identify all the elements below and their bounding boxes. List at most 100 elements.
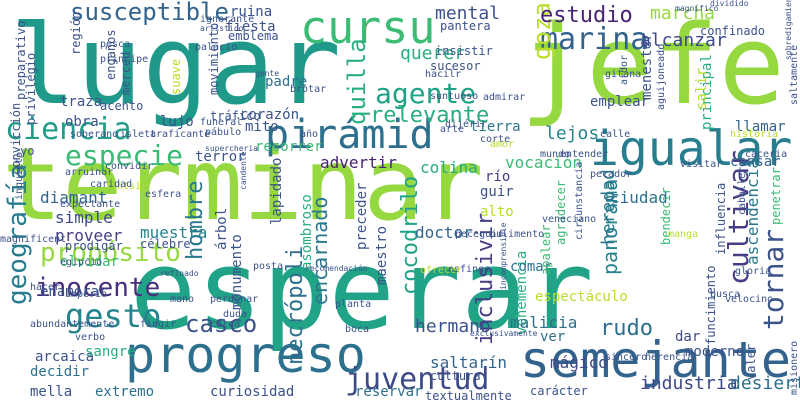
cloud-word: pecador	[590, 169, 633, 180]
cloud-word: verbo	[75, 332, 106, 343]
cloud-word: confinado	[700, 24, 766, 38]
cloud-word: célebre	[140, 237, 191, 251]
cloud-word: palacio	[195, 42, 238, 53]
cloud-word: artístico	[200, 24, 244, 33]
cloud-word: perdonar	[210, 294, 259, 305]
cloud-word: sincero	[605, 352, 648, 363]
cloud-word: obra	[65, 114, 99, 130]
cloud-word: inocente	[35, 273, 161, 303]
cloud-word: heredad	[598, 169, 619, 245]
cloud-word: relevante	[370, 103, 490, 128]
cloud-word: advertir	[320, 153, 398, 172]
cloud-word: igualar	[590, 121, 793, 177]
cloud-word: herencia	[645, 352, 694, 363]
cloud-word: diamant	[40, 188, 108, 207]
cloud-word: mano	[170, 294, 195, 305]
cloud-word: exclusivamente	[470, 329, 538, 338]
cloud-word: simple	[55, 208, 113, 227]
cloud-word: historia	[730, 129, 779, 140]
cloud-word: funcimiento	[704, 265, 718, 345]
cloud-word: ver	[540, 329, 566, 345]
cloud-word: especie	[65, 139, 184, 172]
cloud-word: año	[300, 129, 319, 140]
cloud-word: aguijoneado	[656, 43, 667, 110]
cloud-word: acento	[100, 99, 144, 113]
cloud-word: sangre	[85, 344, 136, 360]
cloud-word: marcha	[650, 3, 716, 24]
cloud-word: magnífico	[675, 4, 719, 13]
cloud-word: reservar	[355, 384, 423, 400]
cloud-word: esfera	[145, 189, 182, 200]
cloud-word: muestra	[140, 223, 208, 242]
cloud-word: terminar	[2, 126, 484, 243]
cloud-word: susceptible	[70, 0, 229, 26]
cloud-word: misionero	[789, 340, 800, 395]
cloud-word: industria	[640, 373, 738, 394]
cloud-word: arruinar	[65, 167, 114, 178]
cloud-word: pantera	[440, 19, 491, 33]
cloud-word: corte	[480, 134, 511, 145]
cloud-word: padre	[265, 74, 308, 90]
cloud-word: visitar	[680, 159, 723, 170]
cloud-word: expectante	[60, 199, 121, 210]
cloud-word: sucesor	[430, 59, 481, 73]
cloud-word: alcanzar	[640, 30, 727, 51]
cloud-word: convidir	[105, 161, 154, 172]
cloud-word: región	[69, 11, 83, 55]
cloud-word: mundo	[540, 149, 571, 160]
cloud-word: velocino	[725, 294, 774, 305]
cloud-word: sobredigamiento	[784, 0, 793, 60]
cloud-word: arcaica	[35, 349, 95, 365]
cloud-word: cultura	[430, 369, 481, 383]
cloud-word: abundantemente	[30, 319, 115, 330]
cloud-word: funeral	[200, 117, 243, 128]
cloud-word: peceguir	[455, 229, 504, 240]
cloud-word: movimiento	[207, 22, 221, 95]
cloud-word: manga	[668, 229, 699, 240]
cloud-word: llamar	[735, 119, 786, 135]
cloud-word: caceria	[745, 149, 788, 160]
cloud-word: terror	[195, 149, 246, 165]
cloud-word: ardor	[619, 54, 630, 85]
cloud-word: proveer	[55, 226, 123, 245]
cloud-word: traza	[60, 94, 103, 110]
cloud-word: esperar	[130, 226, 594, 354]
cloud-word: duda	[223, 309, 248, 320]
cloud-word: juventud	[345, 362, 490, 397]
cloud-word: entender	[560, 149, 609, 160]
cloud-word: corazón	[240, 107, 300, 123]
cloud-word: imperio	[65, 289, 108, 300]
cloud-word: refinado	[160, 269, 199, 278]
cloud-word: pulimento	[490, 229, 545, 240]
cloud-word: vocación	[505, 153, 583, 172]
cloud-word: recorrer	[255, 139, 323, 155]
cloud-word: tráfico	[210, 109, 261, 123]
cloud-word: árbol	[214, 207, 230, 250]
cloud-word: desierto	[730, 373, 800, 394]
cloud-word: salir	[694, 67, 710, 110]
cloud-word: tornar	[757, 228, 790, 330]
cloud-word: prodigar	[65, 239, 123, 253]
cloud-word: insistir	[435, 44, 493, 58]
cloud-word: boca	[345, 324, 370, 335]
cloud-word: preparativo	[14, 20, 28, 100]
cloud-word: mella	[30, 384, 73, 400]
cloud-word: carácter	[530, 384, 588, 398]
cloud-word: ciencia	[5, 112, 132, 147]
cloud-word: suntuoso	[430, 91, 479, 102]
cloud-word: ruina	[230, 4, 273, 20]
cloud-word: río	[485, 169, 511, 185]
cloud-word: gente	[255, 69, 280, 78]
cloud-word: moderno	[685, 344, 745, 360]
cloud-word: dar	[675, 329, 701, 345]
cloud-word: progreso	[125, 326, 366, 384]
cloud-word: colina	[420, 158, 478, 177]
cloud-word: posta	[253, 261, 284, 272]
cloud-word: gloria	[735, 266, 772, 277]
cloud-word: dividido	[710, 0, 749, 8]
cloud-word: marina	[540, 22, 649, 57]
cloud-word: fingir	[140, 319, 177, 330]
cloud-word: ignorante	[200, 14, 255, 25]
cloud-word: gesto	[65, 297, 162, 335]
cloud-word: planta	[335, 299, 372, 310]
